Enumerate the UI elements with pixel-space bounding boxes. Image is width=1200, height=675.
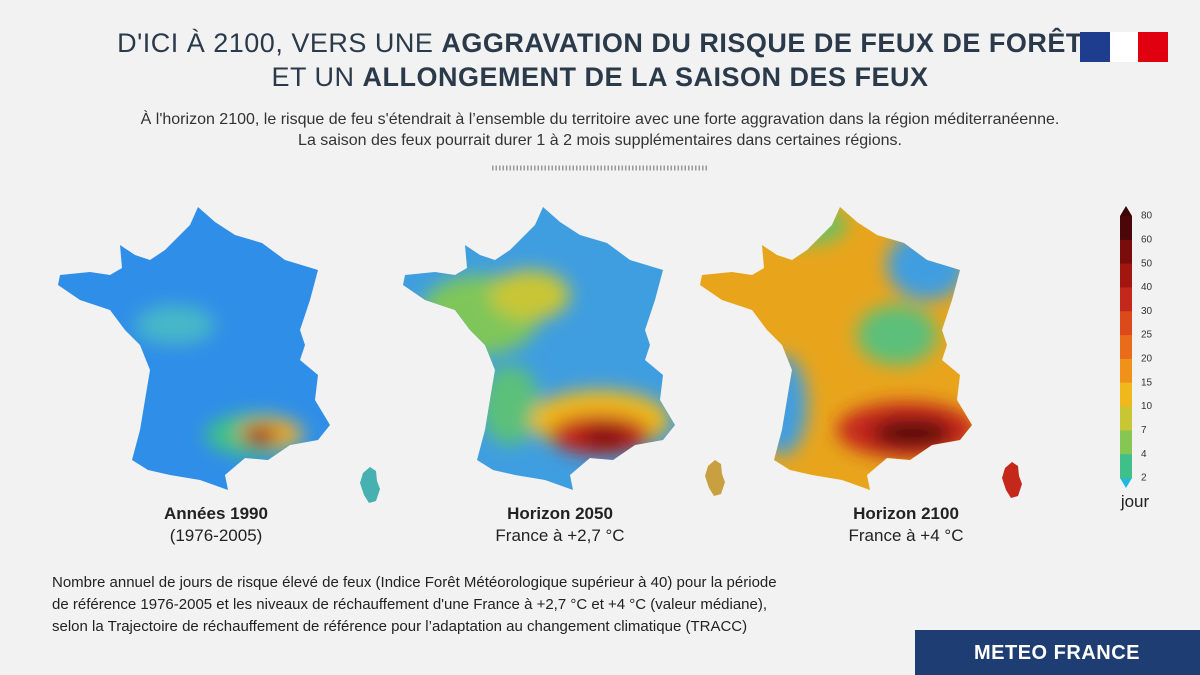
footnote: Nombre annuel de jours de risque élevé d… bbox=[52, 574, 777, 591]
subtitle: La saison des feux pourrait durer 1 à 2 … bbox=[298, 132, 902, 149]
map bbox=[58, 207, 380, 503]
title-bold: AGGRAVATION DU RISQUE DE FEUX DE FORÊT bbox=[441, 27, 1083, 58]
legend-tick-label: 60 bbox=[1141, 234, 1153, 245]
legend-swatch bbox=[1120, 454, 1132, 479]
legend-tick-label: 30 bbox=[1141, 306, 1153, 317]
brand: METEO FRANCE bbox=[974, 642, 1140, 664]
map-subtitle: France à +2,7 °C bbox=[495, 526, 624, 545]
subtitle: À l'horizon 2100, le risque de feu s'éte… bbox=[141, 109, 1060, 128]
footnote: de référence 1976-2005 et les niveaux de… bbox=[52, 596, 767, 613]
legend-tick-label: 4 bbox=[1141, 449, 1147, 460]
title-plain: D'ICI À 2100, VERS UNE bbox=[117, 28, 441, 58]
legend-tick-label: 25 bbox=[1141, 330, 1153, 341]
legend-unit: jour bbox=[1120, 492, 1150, 511]
legend-tick-label: 10 bbox=[1141, 401, 1153, 412]
legend-tick-label: 7 bbox=[1141, 425, 1147, 436]
legend-arrow bbox=[1120, 206, 1132, 216]
map-title: Années 1990 bbox=[164, 504, 268, 523]
legend-swatch bbox=[1120, 311, 1132, 336]
map-subtitle: (1976-2005) bbox=[170, 526, 263, 545]
legend-swatch bbox=[1120, 406, 1132, 431]
legend: jour 80 60 50 40 30 25 20 15 10 7 4 2 bbox=[1120, 206, 1153, 511]
legend-swatch bbox=[1120, 430, 1132, 455]
logo-flag bbox=[1080, 32, 1168, 62]
legend-swatch bbox=[1120, 239, 1132, 265]
legend-swatch bbox=[1120, 358, 1132, 384]
legend-swatch bbox=[1120, 382, 1132, 408]
legend-swatch bbox=[1120, 263, 1132, 288]
title-plain: ET UN bbox=[271, 62, 362, 92]
title-line: D'ICI À 2100, VERS UNE AGGRAVATION DU RI… bbox=[117, 27, 1083, 58]
legend-tick-label: 50 bbox=[1141, 258, 1153, 269]
legend-tick-label: 80 bbox=[1141, 211, 1153, 222]
map-title: Horizon 2050 bbox=[507, 504, 613, 523]
title-line: ET UN ALLONGEMENT DE LA SAISON DES FEUX bbox=[271, 62, 928, 92]
map bbox=[700, 207, 1022, 498]
legend-tick-label: 40 bbox=[1141, 282, 1153, 293]
title-bold: ALLONGEMENT DE LA SAISON DES FEUX bbox=[362, 62, 928, 92]
legend-swatch bbox=[1120, 335, 1132, 360]
legend-tick-label: 15 bbox=[1141, 377, 1153, 388]
legend-swatch bbox=[1120, 287, 1132, 312]
map bbox=[403, 207, 725, 496]
legend-arrow bbox=[1120, 478, 1132, 488]
map-title: Horizon 2100 bbox=[853, 504, 959, 523]
brand-box bbox=[915, 630, 1200, 675]
footnote: selon la Trajectoire de réchauffement de… bbox=[52, 618, 747, 635]
legend-swatch bbox=[1120, 216, 1132, 241]
map-subtitle: France à +4 °C bbox=[849, 526, 964, 545]
legend-tick-label: 2 bbox=[1141, 473, 1147, 484]
legend-tick-label: 20 bbox=[1141, 354, 1153, 365]
